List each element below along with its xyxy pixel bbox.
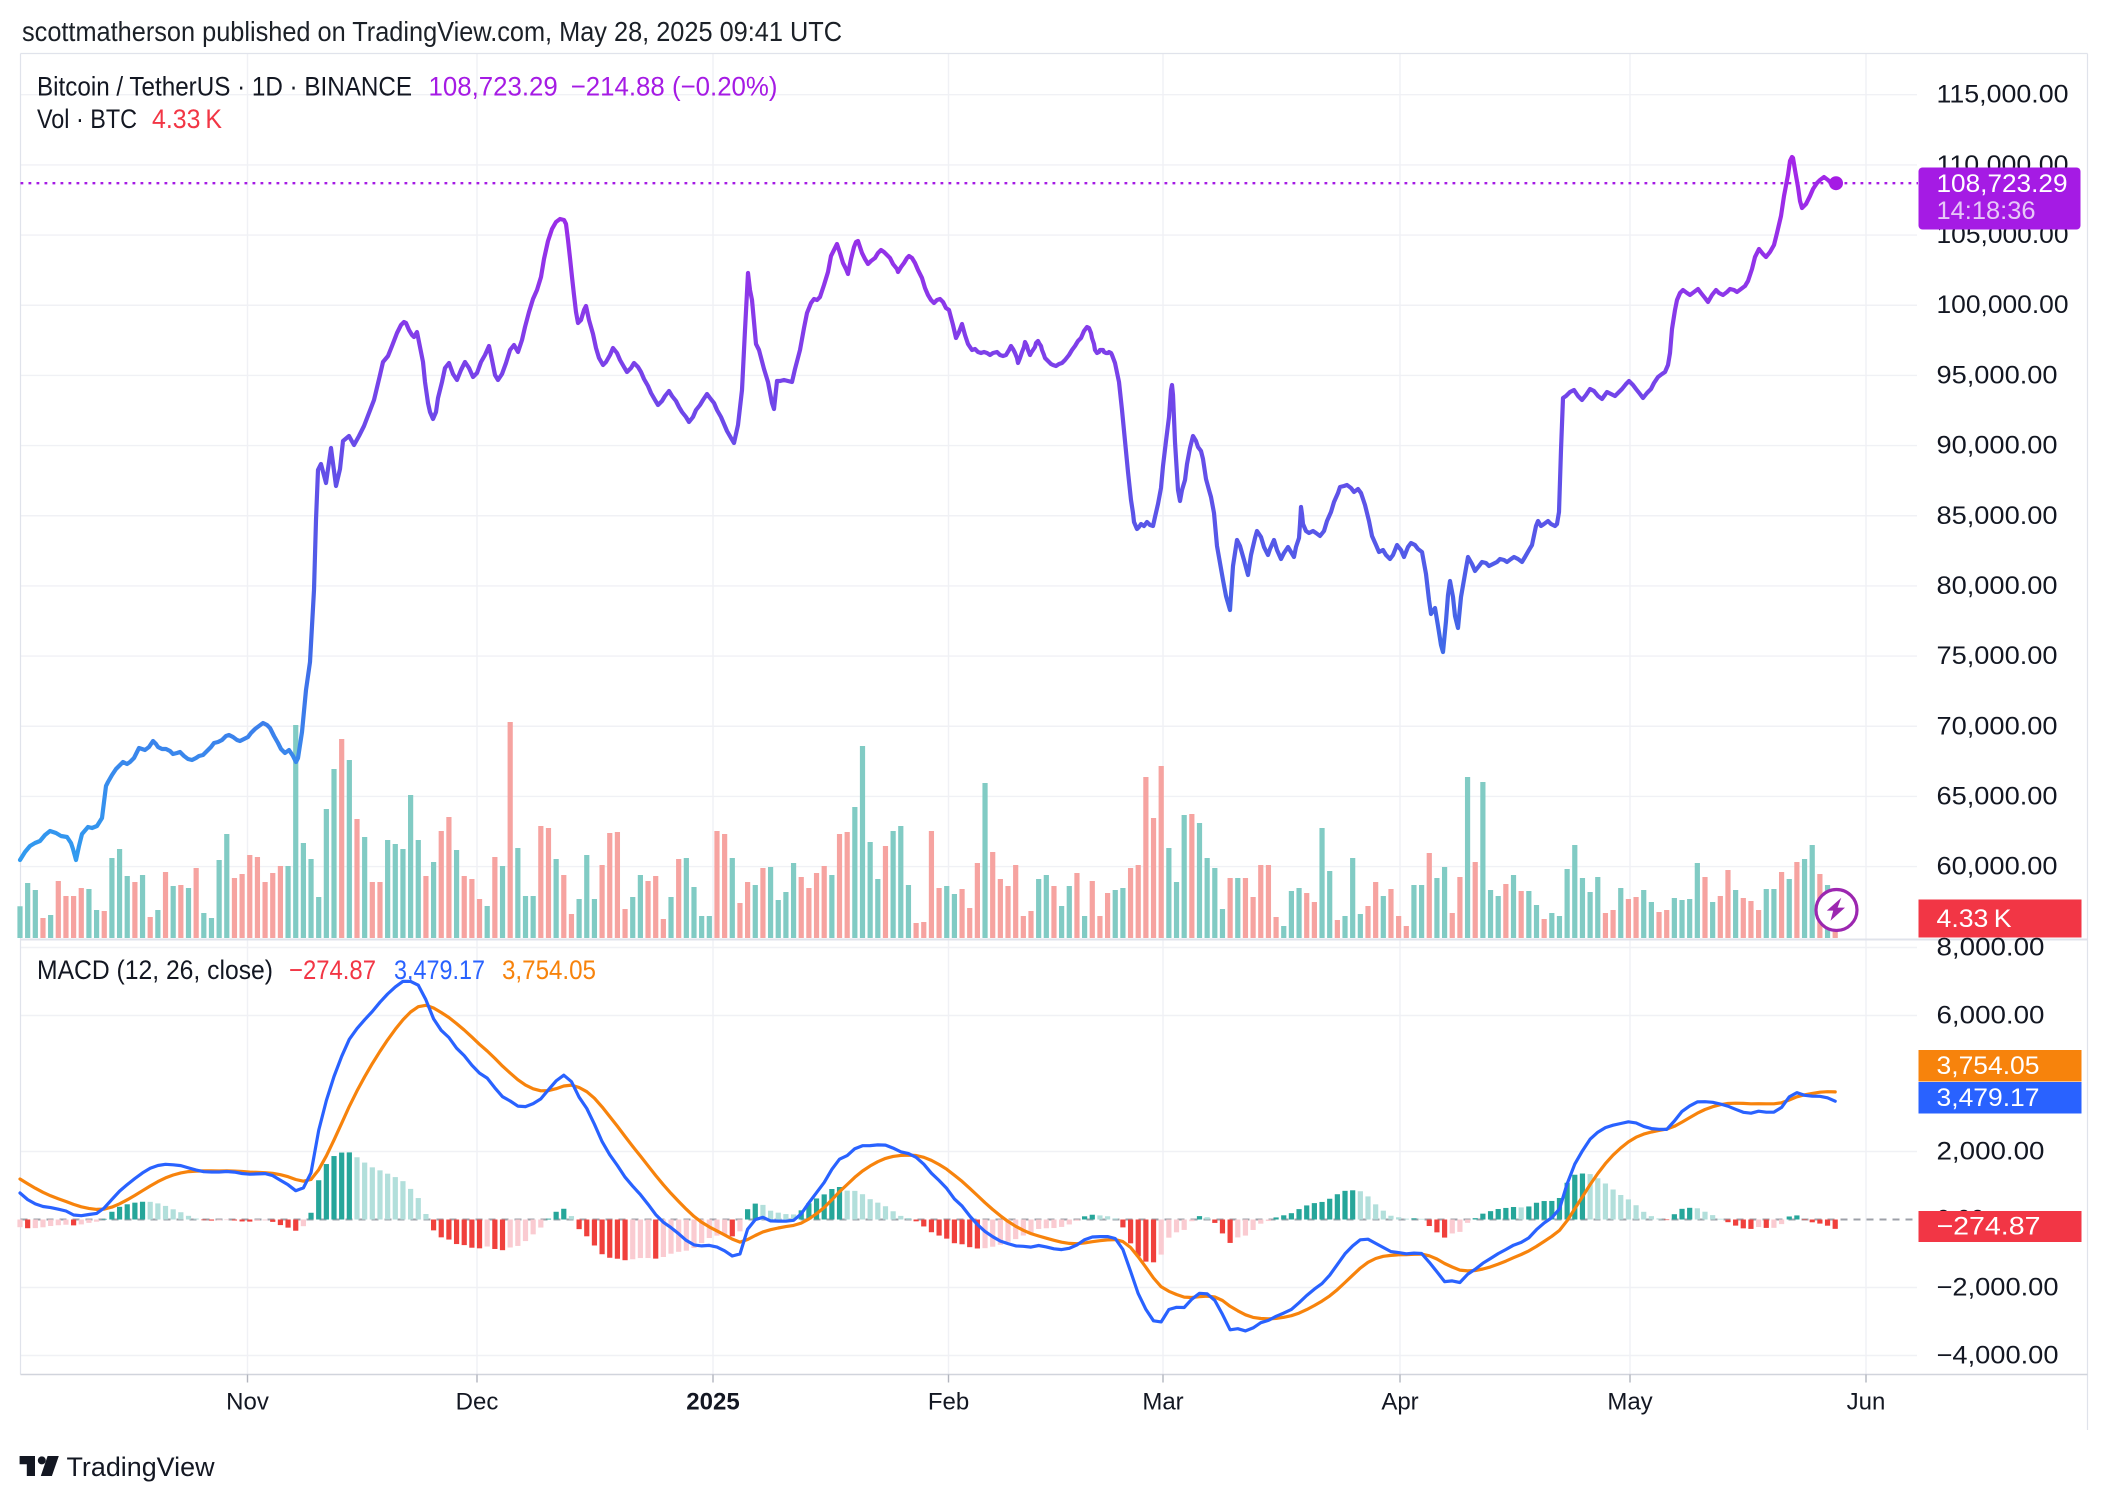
svg-text:80,000.00: 80,000.00 <box>1937 572 2058 600</box>
svg-text:Apr: Apr <box>1381 1389 1418 1416</box>
svg-text:108,723.29 −214.88 (−0.20%): 108,723.29 −214.88 (−0.20%) <box>429 72 778 102</box>
svg-text:6,000.00: 6,000.00 <box>1937 1002 2045 1030</box>
svg-text:108,723.29: 108,723.29 <box>1937 170 2068 198</box>
svg-text:Vol · BTC: Vol · BTC <box>37 104 137 134</box>
svg-text:−274.87: −274.87 <box>1937 1213 2041 1241</box>
svg-text:MACD (12, 26, close): MACD (12, 26, close) <box>37 955 273 985</box>
svg-text:115,000.00: 115,000.00 <box>1937 81 2069 109</box>
svg-text:Feb: Feb <box>928 1389 969 1416</box>
svg-text:14:18:36: 14:18:36 <box>1937 197 2036 225</box>
svg-text:8,000.00: 8,000.00 <box>1937 934 2045 962</box>
svg-text:scottmatherson published on Tr: scottmatherson published on TradingView.… <box>22 16 842 47</box>
svg-text:4.33 K: 4.33 K <box>152 104 222 134</box>
svg-text:85,000.00: 85,000.00 <box>1937 502 2058 530</box>
svg-text:May: May <box>1607 1389 1652 1416</box>
svg-text:2,000.00: 2,000.00 <box>1937 1138 2045 1166</box>
svg-text:60,000.00: 60,000.00 <box>1937 853 2058 881</box>
svg-text:65,000.00: 65,000.00 <box>1937 782 2058 810</box>
svg-text:Jun: Jun <box>1847 1389 1886 1416</box>
svg-text:−274.87: −274.87 <box>289 955 376 985</box>
svg-text:Bitcoin / TetherUS · 1D · BINA: Bitcoin / TetherUS · 1D · BINANCE <box>37 72 412 102</box>
svg-text:Dec: Dec <box>456 1389 499 1416</box>
svg-text:3,479.17: 3,479.17 <box>394 955 485 985</box>
svg-text:70,000.00: 70,000.00 <box>1937 712 2058 740</box>
svg-text:2025: 2025 <box>686 1389 739 1416</box>
svg-text:TradingView: TradingView <box>67 1452 215 1482</box>
svg-text:90,000.00: 90,000.00 <box>1937 432 2058 460</box>
svg-text:3,754.05: 3,754.05 <box>1937 1052 2040 1080</box>
svg-text:−4,000.00: −4,000.00 <box>1937 1342 2059 1370</box>
svg-text:3,479.17: 3,479.17 <box>1937 1084 2040 1112</box>
svg-text:Nov: Nov <box>226 1389 269 1416</box>
svg-text:100,000.00: 100,000.00 <box>1937 291 2069 319</box>
svg-text:Mar: Mar <box>1142 1389 1183 1416</box>
svg-text:−2,000.00: −2,000.00 <box>1937 1274 2059 1302</box>
svg-text:95,000.00: 95,000.00 <box>1937 361 2058 389</box>
svg-text:4.33 K: 4.33 K <box>1937 905 2012 933</box>
svg-text:3,754.05: 3,754.05 <box>502 955 596 985</box>
svg-text:75,000.00: 75,000.00 <box>1937 642 2058 670</box>
